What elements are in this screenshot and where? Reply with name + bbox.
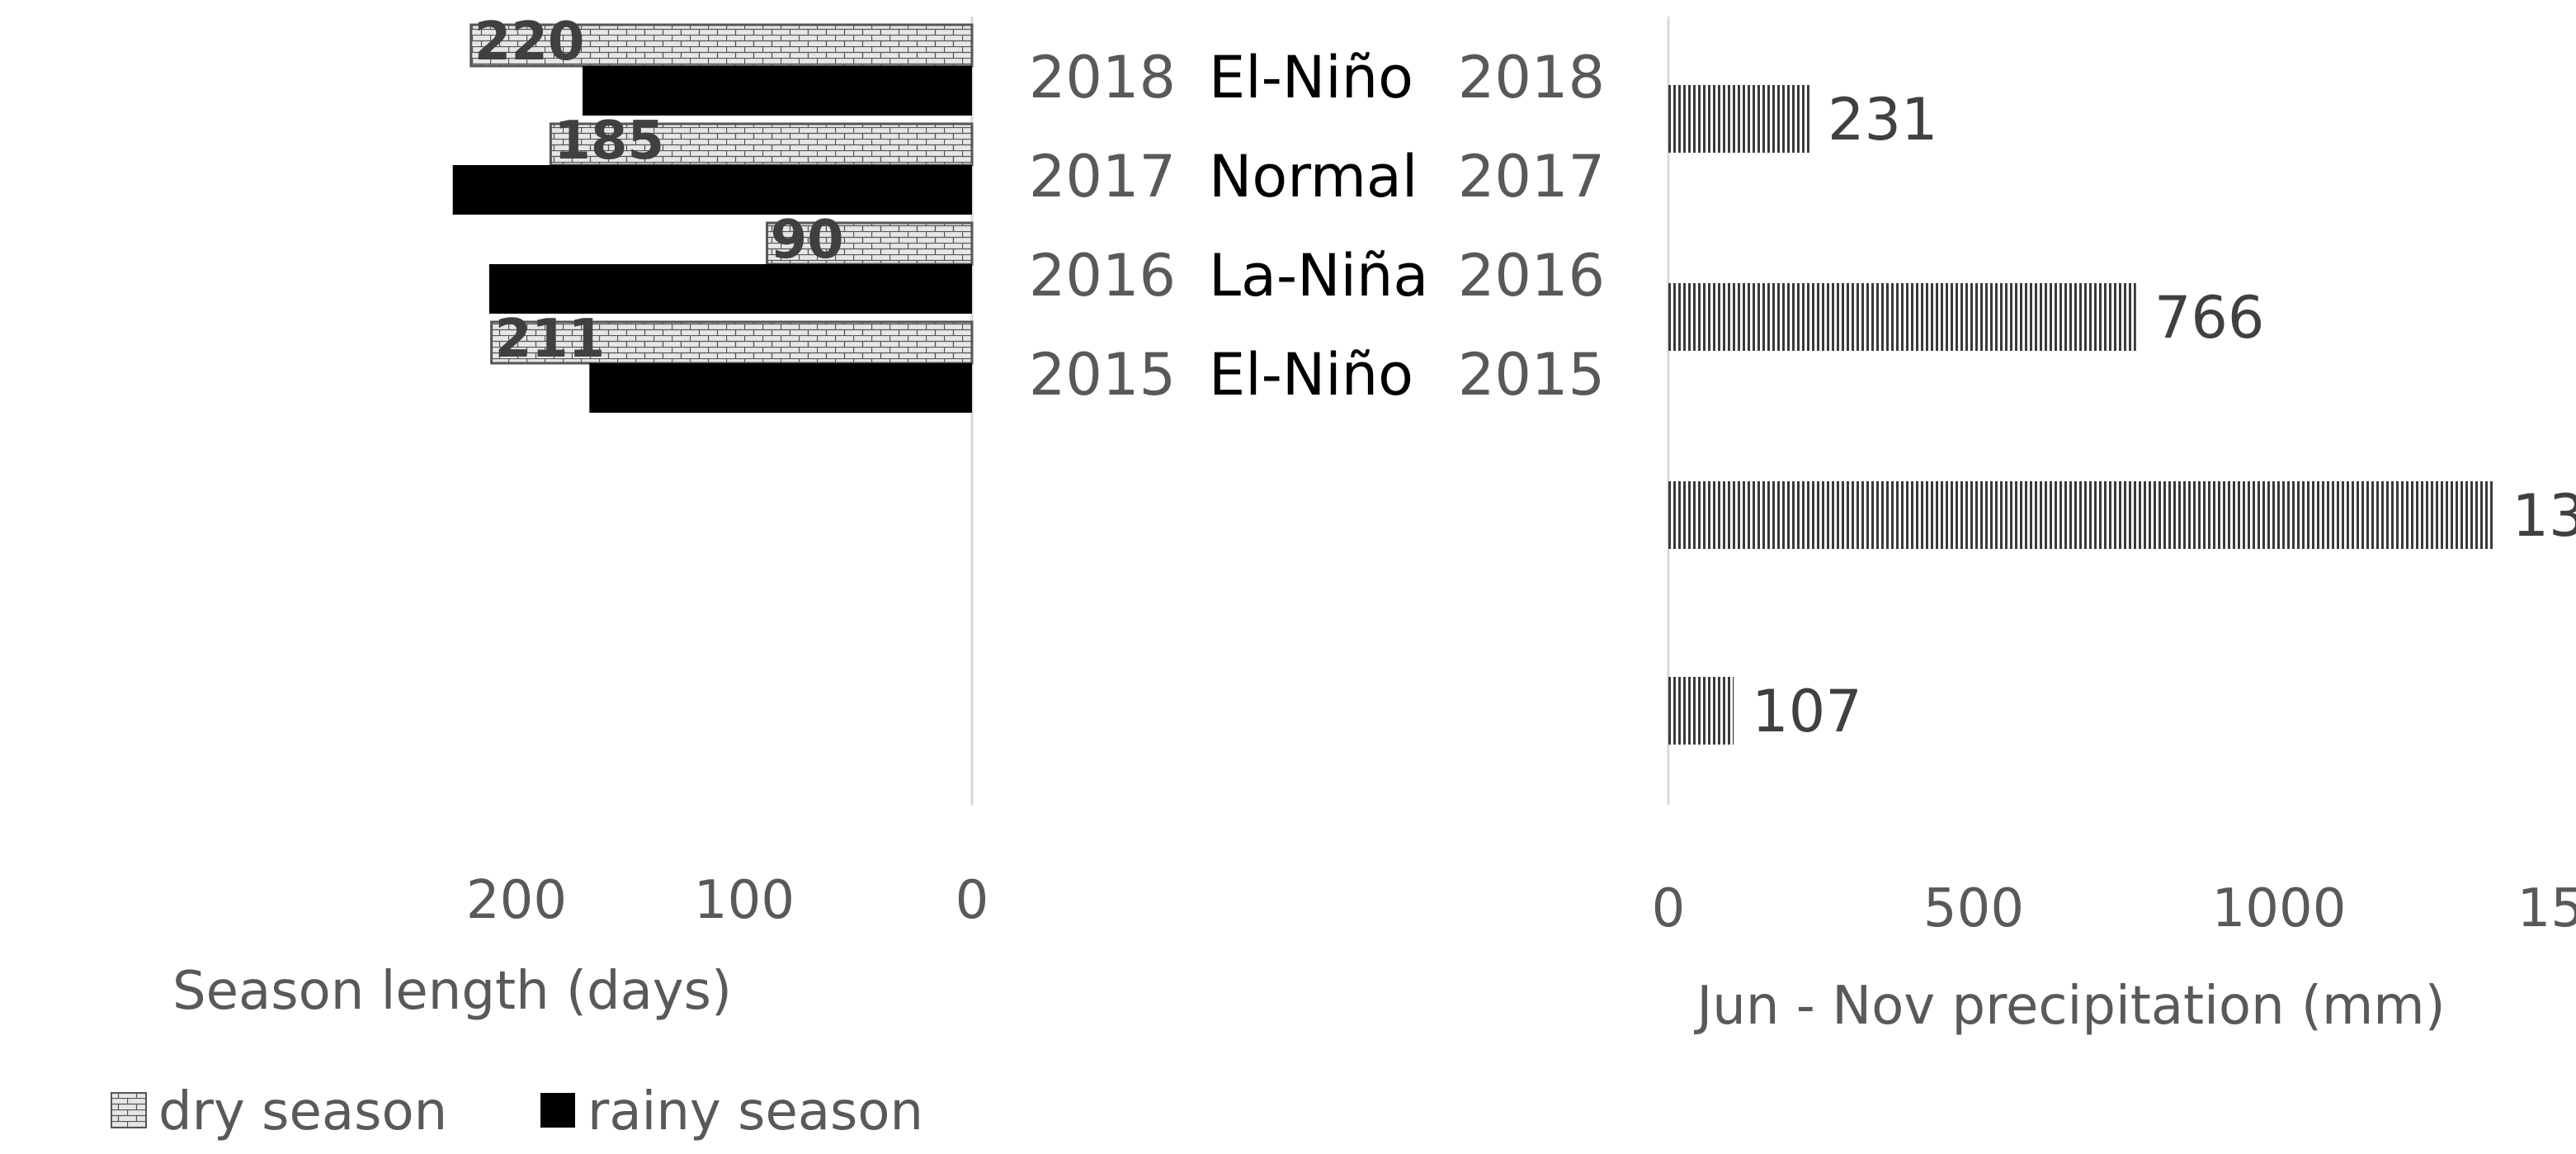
category-labels: 2018 El-Niño 2018 2017 Normal 2017 2016 La-Niña… bbox=[1029, 44, 1605, 409]
precipitation-value-label: 107 bbox=[1752, 678, 1862, 745]
year-label: 2017 bbox=[1029, 143, 1176, 210]
precipitation-bar bbox=[1668, 283, 2136, 351]
precip-year-label: 2017 bbox=[1458, 143, 1605, 210]
legend-swatch-rainy bbox=[540, 1093, 575, 1128]
left-x-tick-label: 200 bbox=[466, 870, 567, 931]
right-x-axis-title: Jun - Nov precipitation (mm) bbox=[1693, 976, 2445, 1037]
dry-season-bar bbox=[549, 122, 974, 167]
dry-season-value-label: 211 bbox=[495, 309, 606, 370]
dry-season-value-label: 220 bbox=[474, 12, 585, 73]
year-label: 2018 bbox=[1029, 44, 1176, 111]
left-bars: 220 185 90 211 bbox=[452, 12, 974, 413]
rainy-season-bar bbox=[589, 363, 972, 413]
legend-label-rainy: rainy season bbox=[587, 1081, 923, 1142]
precipitation-value-label: 231 bbox=[1828, 86, 1938, 154]
enso-phase-label: El-Niño bbox=[1209, 341, 1413, 409]
legend-label-dry: dry season bbox=[158, 1081, 447, 1142]
precip-year-label: 2016 bbox=[1458, 242, 1605, 310]
right-x-tick-label: 500 bbox=[1923, 878, 2024, 939]
precipitation-value-label: 1352 bbox=[2512, 482, 2576, 550]
enso-phase-label: El-Niño bbox=[1209, 44, 1413, 111]
precipitation-bar bbox=[1668, 481, 2494, 549]
year-label: 2015 bbox=[1029, 341, 1176, 409]
dry-season-value-label: 90 bbox=[771, 210, 844, 271]
rainy-season-bar bbox=[452, 165, 972, 215]
left-x-axis-title: Season length (days) bbox=[172, 961, 732, 1022]
left-x-ticks: 200 100 0 bbox=[466, 870, 988, 931]
year-label: 2016 bbox=[1029, 242, 1176, 310]
precipitation-bar bbox=[1668, 677, 1734, 745]
enso-phase-label: La-Niña bbox=[1209, 242, 1428, 310]
enso-phase-label: Normal bbox=[1209, 143, 1418, 210]
right-chart: 231 766 1352 107 0 500 1000 1500 Jun - Nov pre… bbox=[1652, 17, 2576, 1037]
legend: dry season rainy season bbox=[111, 1081, 923, 1142]
right-x-ticks: 0 500 1000 1500 bbox=[1652, 878, 2576, 939]
dry-season-value-label: 185 bbox=[554, 111, 664, 172]
rainy-season-bar bbox=[488, 264, 972, 314]
left-x-tick-label: 0 bbox=[955, 870, 989, 931]
left-x-tick-label: 100 bbox=[694, 870, 795, 931]
left-chart: 220 185 90 211 200 100 0 Season length (days) bbox=[172, 12, 988, 1022]
precipitation-value-label: 766 bbox=[2154, 284, 2265, 352]
legend-swatch-dry bbox=[111, 1092, 147, 1128]
precipitation-bar bbox=[1668, 85, 1809, 153]
middle-labels: 2018 El-Niño 2018 2017 Normal 2017 2016 La-Niña… bbox=[1029, 44, 1605, 409]
rainy-season-bar bbox=[583, 66, 972, 116]
precip-year-label: 2015 bbox=[1458, 341, 1605, 409]
right-bars: 231 766 1352 107 bbox=[1668, 85, 2576, 745]
precip-year-label: 2018 bbox=[1458, 44, 1605, 111]
right-x-tick-label: 1000 bbox=[2212, 878, 2347, 939]
right-x-tick-label: 0 bbox=[1652, 878, 1686, 939]
right-x-tick-label: 1500 bbox=[2517, 878, 2576, 939]
